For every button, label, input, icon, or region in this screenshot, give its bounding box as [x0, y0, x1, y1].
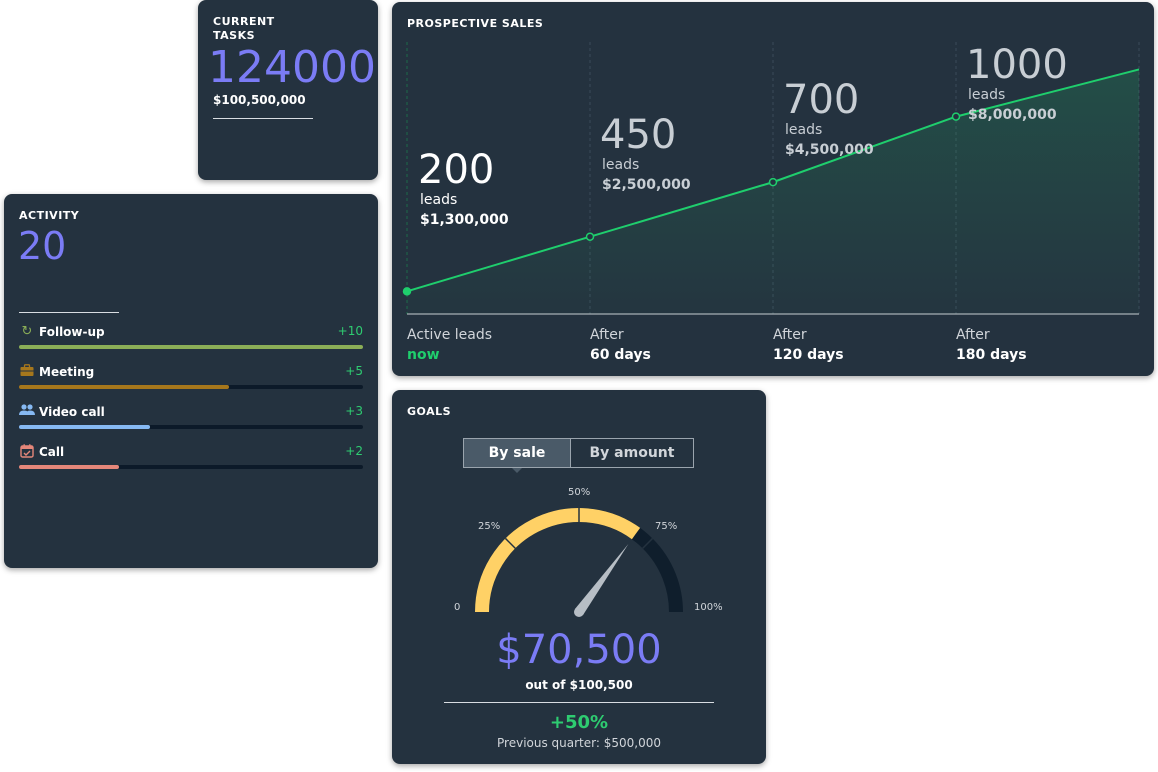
activity-progress: [19, 385, 363, 389]
activity-progress: [19, 425, 363, 429]
current-tasks-count: 124000: [208, 42, 376, 93]
tab-by-sale[interactable]: By sale: [463, 438, 571, 468]
prospective-sales-title: PROSPECTIVE SALES: [407, 17, 544, 30]
activity-card: ACTIVITY 20 ↻ Follow-up +10 Meeting +5 V…: [4, 194, 378, 568]
activity-value: +5: [345, 364, 363, 378]
goal-gauge: [475, 508, 683, 617]
activity-label: Video call: [39, 405, 105, 419]
people-icon: [19, 404, 35, 420]
stage-amount: $1,300,000: [420, 212, 509, 228]
prospective-sales-card: PROSPECTIVE SALES 200 leads $1,300,000 4…: [392, 2, 1154, 376]
activity-value: +10: [337, 324, 363, 338]
divider: [213, 118, 313, 119]
stage-unit: leads: [785, 122, 823, 138]
activity-label: Follow-up: [39, 325, 105, 339]
stage-count: 450: [600, 112, 677, 158]
stage-amount: $8,000,000: [968, 107, 1057, 123]
gauge-fill: [475, 508, 641, 613]
goals-card: GOALS By sale By amount 0 25% 50% 75% 10…: [392, 390, 766, 764]
goal-change: +50%: [549, 712, 609, 733]
activity-label: Call: [39, 445, 65, 459]
stage-when: 60 days: [590, 347, 651, 363]
stage-label: After: [773, 327, 807, 343]
chart-point: [951, 112, 961, 121]
gauge-tick: [642, 537, 654, 549]
chart-point: [585, 232, 595, 241]
activity-value: +3: [345, 404, 363, 418]
stage-when: 120 days: [773, 347, 844, 363]
gauge-label-0: 0: [454, 602, 461, 613]
activity-title: ACTIVITY: [19, 209, 80, 222]
activity-row-meeting: Meeting +5: [19, 364, 363, 392]
activity-progress-fill: [19, 345, 363, 349]
gauge-tick: [504, 537, 516, 549]
activity-row-call: Call +2: [19, 444, 363, 472]
stage-count: 1000: [966, 42, 1068, 88]
goal-amount: $70,500: [496, 627, 662, 673]
goal-previous: Previous quarter: $500,000: [497, 736, 661, 750]
gauge-label-75: 75%: [655, 521, 678, 532]
current-tasks-amount: $100,500,000: [213, 93, 306, 107]
tab-by-amount[interactable]: By amount: [570, 438, 694, 468]
current-tasks-title: CURRENT TASKS: [213, 15, 275, 42]
chart-area: [407, 69, 1139, 314]
activity-progress-fill: [19, 425, 150, 429]
stage-unit: leads: [602, 157, 640, 173]
calendar-check-icon: [19, 444, 35, 460]
activity-progress-fill: [19, 465, 119, 469]
stage-unit: leads: [420, 192, 458, 208]
activity-progress: [19, 345, 363, 349]
gauge-needle: [574, 544, 629, 615]
stage-count: 700: [783, 77, 860, 123]
current-tasks-card: CURRENT TASKS 124000 $100,500,000: [198, 0, 378, 180]
stage-label: After: [956, 327, 990, 343]
gauge-track: [475, 508, 683, 613]
selected-tab-caret: [512, 468, 522, 473]
activity-progress-fill: [19, 385, 229, 389]
gauge-needle-hub: [574, 607, 584, 617]
chart-point: [402, 287, 412, 296]
goals-title: GOALS: [407, 405, 452, 418]
stage-label: Active leads: [407, 327, 493, 343]
activity-count: 20: [18, 224, 67, 268]
gauge-label-25: 25%: [478, 521, 501, 532]
stage-label: After: [590, 327, 624, 343]
activity-value: +2: [345, 444, 363, 458]
stage-unit: leads: [968, 87, 1006, 103]
refresh-icon: ↻: [21, 324, 33, 339]
sales-line-chart: [402, 42, 1140, 315]
activity-row-video-call: Video call +3: [19, 404, 363, 432]
stage-amount: $4,500,000: [785, 142, 874, 158]
stage-when: now: [407, 347, 440, 363]
activity-label: Meeting: [39, 365, 95, 379]
stage-count: 200: [418, 147, 495, 193]
divider: [19, 312, 119, 313]
activity-progress: [19, 465, 363, 469]
gauge-label-50: 50%: [568, 487, 591, 498]
goal-out-of: out of $100,500: [525, 678, 633, 692]
chart-point: [768, 177, 778, 187]
divider: [444, 702, 714, 703]
gauge-label-100: 100%: [694, 602, 723, 613]
briefcase-icon: [19, 364, 35, 380]
stage-when: 180 days: [956, 347, 1027, 363]
activity-row-follow-up: ↻ Follow-up +10: [19, 324, 363, 352]
stage-amount: $2,500,000: [602, 177, 691, 193]
